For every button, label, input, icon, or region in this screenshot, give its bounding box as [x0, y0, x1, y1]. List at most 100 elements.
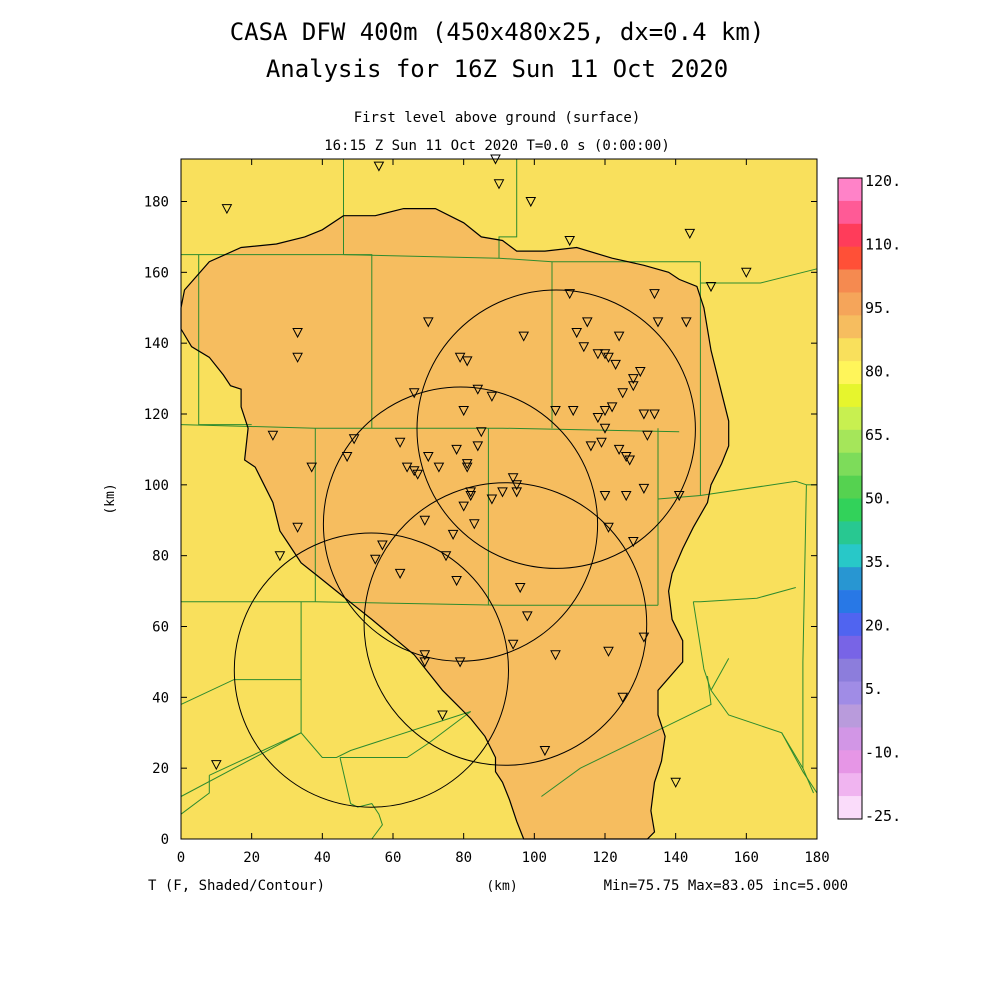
station-marker: [493, 179, 505, 190]
station-marker: [627, 381, 639, 392]
station-marker: [465, 487, 477, 498]
station-marker: [627, 537, 639, 548]
colorbar-swatch: [838, 246, 862, 270]
station-marker: [458, 501, 470, 512]
station-marker: [292, 328, 303, 339]
x-axis-label: (km): [486, 879, 517, 894]
station-marker: [461, 462, 473, 473]
colorbar-swatch: [838, 429, 862, 454]
station-marker: [394, 568, 406, 579]
x-tick-label: 120: [592, 850, 617, 866]
colorbar-label: 20.: [865, 617, 892, 635]
colorbar-swatch: [838, 612, 862, 637]
station-marker: [617, 388, 629, 399]
station-marker: [437, 710, 448, 721]
station-marker: [472, 441, 484, 452]
station-marker: [274, 551, 286, 562]
colorbar-swatch: [838, 727, 862, 751]
station-marker: [585, 441, 597, 452]
radar-range-ring: [416, 289, 696, 569]
station-marker: [447, 529, 459, 540]
county-boundary: [181, 601, 658, 606]
x-tick-label: 20: [243, 850, 260, 866]
colorbar-swatch: [838, 452, 862, 476]
station-marker: [571, 328, 583, 339]
station-marker: [465, 491, 477, 502]
colorbar-swatch: [838, 521, 862, 545]
station-marker: [511, 487, 523, 498]
station-marker: [422, 317, 434, 328]
station-marker: [433, 462, 445, 473]
x-tick-label: 40: [314, 850, 331, 866]
x-tick-label: 160: [734, 850, 759, 866]
county-boundary: [657, 283, 701, 500]
station-marker: [620, 491, 632, 502]
x-tick-label: 180: [804, 850, 829, 866]
station-marker: [638, 632, 650, 643]
station-marker: [373, 161, 385, 172]
colorbar-label: 95.: [865, 299, 892, 317]
station-marker: [539, 746, 551, 757]
county-boundary: [781, 732, 814, 794]
station-marker: [649, 409, 660, 420]
radar-range-ring: [322, 386, 599, 662]
station-marker: [486, 494, 498, 505]
colorbar: 120. 110. 95. 80. 65. 50. 35. 20. 5. -10. -25.: [837, 172, 901, 825]
station-marker: [461, 356, 473, 367]
chart-title: CASA DFW 400m (450x480x25, dx=0.4 km): [230, 18, 765, 46]
radar-range-ring: [233, 532, 509, 808]
station-marker: [606, 402, 618, 413]
station-marker: [408, 388, 420, 399]
colorbar-swatch: [838, 269, 862, 293]
station-marker: [617, 692, 629, 703]
station-marker: [419, 650, 431, 661]
colorbar-label: 50.: [865, 490, 892, 508]
colorbar-swatch: [838, 406, 862, 431]
station-marker: [475, 427, 487, 438]
station-marker: [401, 462, 413, 473]
station-marker: [306, 462, 318, 473]
county-boundary: [339, 757, 383, 840]
station-marker: [613, 444, 625, 455]
plot-frame: [180, 158, 818, 840]
station-marker: [468, 519, 480, 530]
station-marker: [348, 434, 360, 445]
y-tick-label: 80: [152, 549, 169, 565]
station-marker: [642, 430, 653, 441]
station-marker: [369, 554, 381, 565]
station-marker: [638, 483, 650, 494]
x-tick-label: 140: [663, 850, 688, 866]
y-tick-label: 100: [144, 478, 169, 494]
station-marker: [649, 289, 660, 300]
county-boundary: [541, 676, 712, 797]
station-marker: [497, 487, 508, 498]
station-marker: [550, 406, 561, 417]
y-tick-label: 20: [152, 761, 169, 777]
station-marker: [267, 430, 279, 441]
county-boundary: [343, 254, 373, 429]
y-tick-label: 60: [152, 620, 169, 636]
county-boundary: [700, 480, 807, 769]
station-marker: [705, 282, 717, 293]
station-marker: [610, 359, 621, 370]
y-axis-ticks: 0 20 40 60 80 100 120 140 160 180: [144, 195, 817, 848]
colorbar-swatch: [838, 338, 862, 362]
station-marker: [419, 515, 431, 526]
station-marker: [458, 406, 470, 417]
station-marker: [292, 522, 303, 533]
colorbar-swatch: [838, 178, 862, 202]
chart-subtitle: Analysis for 16Z Sun 11 Oct 2020: [266, 55, 728, 83]
station-marker: [511, 480, 523, 491]
x-tick-label: 0: [177, 850, 185, 866]
colorbar-swatch: [838, 773, 862, 797]
county-boundary: [180, 775, 210, 815]
county-boundary: [180, 711, 471, 797]
county-boundary: [180, 424, 680, 433]
colorbar-swatch: [838, 796, 862, 820]
radar-range-ring: [363, 482, 648, 766]
colorbar-swatch: [838, 475, 862, 499]
y-axis-label: (km): [103, 483, 118, 514]
station-marker: [578, 342, 590, 353]
station-marker: [210, 760, 222, 771]
